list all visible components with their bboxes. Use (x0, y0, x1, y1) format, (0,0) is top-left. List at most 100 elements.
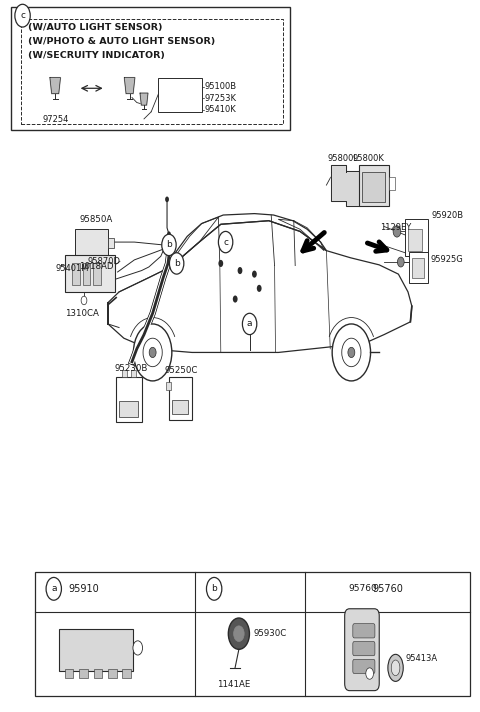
Bar (408, 229, 422, 251)
Circle shape (218, 231, 233, 253)
Polygon shape (170, 214, 326, 267)
Bar (59, 629, 133, 671)
Text: 95410K: 95410K (205, 105, 237, 114)
Bar (93, 263, 101, 285)
Circle shape (149, 347, 156, 357)
Circle shape (366, 668, 373, 679)
Text: 95800L: 95800L (327, 154, 359, 162)
Circle shape (133, 324, 172, 381)
Bar (362, 172, 385, 202)
Text: 95413A: 95413A (405, 654, 437, 663)
Circle shape (206, 577, 222, 600)
Circle shape (169, 253, 184, 274)
Polygon shape (50, 78, 60, 93)
Text: 95760: 95760 (372, 584, 403, 594)
Bar (79, 669, 88, 678)
FancyBboxPatch shape (353, 624, 375, 638)
FancyBboxPatch shape (353, 642, 375, 656)
Circle shape (133, 641, 143, 655)
Text: 1310CA: 1310CA (65, 309, 98, 318)
Circle shape (397, 257, 404, 267)
Text: 95920B: 95920B (431, 211, 463, 219)
Text: 1129EY: 1129EY (380, 224, 411, 232)
Bar (94, 669, 102, 678)
Text: 97253K: 97253K (205, 94, 237, 103)
Text: 95230B: 95230B (114, 365, 148, 373)
Polygon shape (331, 165, 359, 206)
Bar (21, 19, 283, 124)
Text: b: b (174, 259, 180, 268)
Circle shape (143, 338, 162, 367)
Bar (172, 400, 188, 414)
Ellipse shape (388, 654, 403, 681)
Text: 95800K: 95800K (353, 154, 384, 162)
Text: 95250C: 95250C (165, 366, 198, 375)
Text: 95760: 95760 (348, 585, 377, 593)
Bar (158, 78, 202, 112)
Circle shape (348, 347, 355, 357)
Bar (108, 669, 117, 678)
Circle shape (233, 295, 238, 303)
Bar (131, 370, 136, 377)
Text: (W/AUTO LIGHT SENSOR): (W/AUTO LIGHT SENSOR) (28, 23, 162, 31)
Text: b: b (166, 241, 172, 249)
Bar (83, 263, 90, 285)
Polygon shape (140, 93, 148, 105)
Circle shape (238, 267, 242, 274)
Text: 1018AD: 1018AD (79, 262, 113, 271)
Text: c: c (20, 11, 25, 20)
Bar (119, 401, 138, 417)
Circle shape (162, 234, 176, 256)
Text: 95850A: 95850A (79, 215, 113, 224)
Bar (359, 165, 389, 206)
Bar (405, 219, 428, 256)
Text: 95401M: 95401M (55, 264, 89, 273)
Bar (65, 255, 115, 292)
Text: (W/SECRUITY INDICATOR): (W/SECRUITY INDICATOR) (28, 51, 165, 60)
Circle shape (234, 626, 244, 642)
Text: 97254: 97254 (42, 115, 68, 124)
Text: b: b (211, 585, 217, 593)
Bar (169, 377, 192, 420)
Bar (389, 177, 395, 190)
Circle shape (165, 197, 169, 202)
Bar (108, 238, 114, 248)
Circle shape (218, 260, 223, 267)
Circle shape (46, 577, 61, 600)
FancyBboxPatch shape (345, 609, 379, 691)
Circle shape (252, 271, 257, 278)
Circle shape (242, 313, 257, 335)
Text: 95930C: 95930C (253, 629, 287, 638)
Text: c: c (223, 238, 228, 246)
Bar (75, 229, 108, 258)
Text: 1141AE: 1141AE (217, 680, 251, 689)
Bar (35, 572, 470, 696)
Bar (11, 7, 290, 130)
Bar (412, 258, 424, 278)
Polygon shape (108, 221, 412, 352)
Text: (W/PHOTO & AUTO LIGHT SENSOR): (W/PHOTO & AUTO LIGHT SENSOR) (28, 37, 215, 46)
Circle shape (342, 338, 361, 367)
Bar (409, 252, 428, 283)
FancyBboxPatch shape (353, 659, 375, 674)
Text: 95910: 95910 (68, 584, 99, 594)
Circle shape (167, 231, 171, 237)
Ellipse shape (391, 660, 400, 676)
Text: 95870D: 95870D (87, 257, 120, 266)
Polygon shape (124, 78, 135, 93)
Text: 95925G: 95925G (431, 255, 463, 263)
Text: 95100B: 95100B (205, 83, 237, 91)
Circle shape (257, 285, 262, 292)
Circle shape (15, 4, 30, 27)
Bar (122, 370, 127, 377)
Circle shape (332, 324, 371, 381)
Circle shape (393, 226, 401, 237)
Circle shape (81, 296, 87, 305)
Circle shape (228, 618, 250, 649)
Bar (72, 263, 80, 285)
Bar (122, 669, 131, 678)
Bar (116, 377, 142, 422)
Bar (65, 669, 73, 678)
Text: a: a (247, 320, 252, 328)
Bar (166, 382, 171, 390)
